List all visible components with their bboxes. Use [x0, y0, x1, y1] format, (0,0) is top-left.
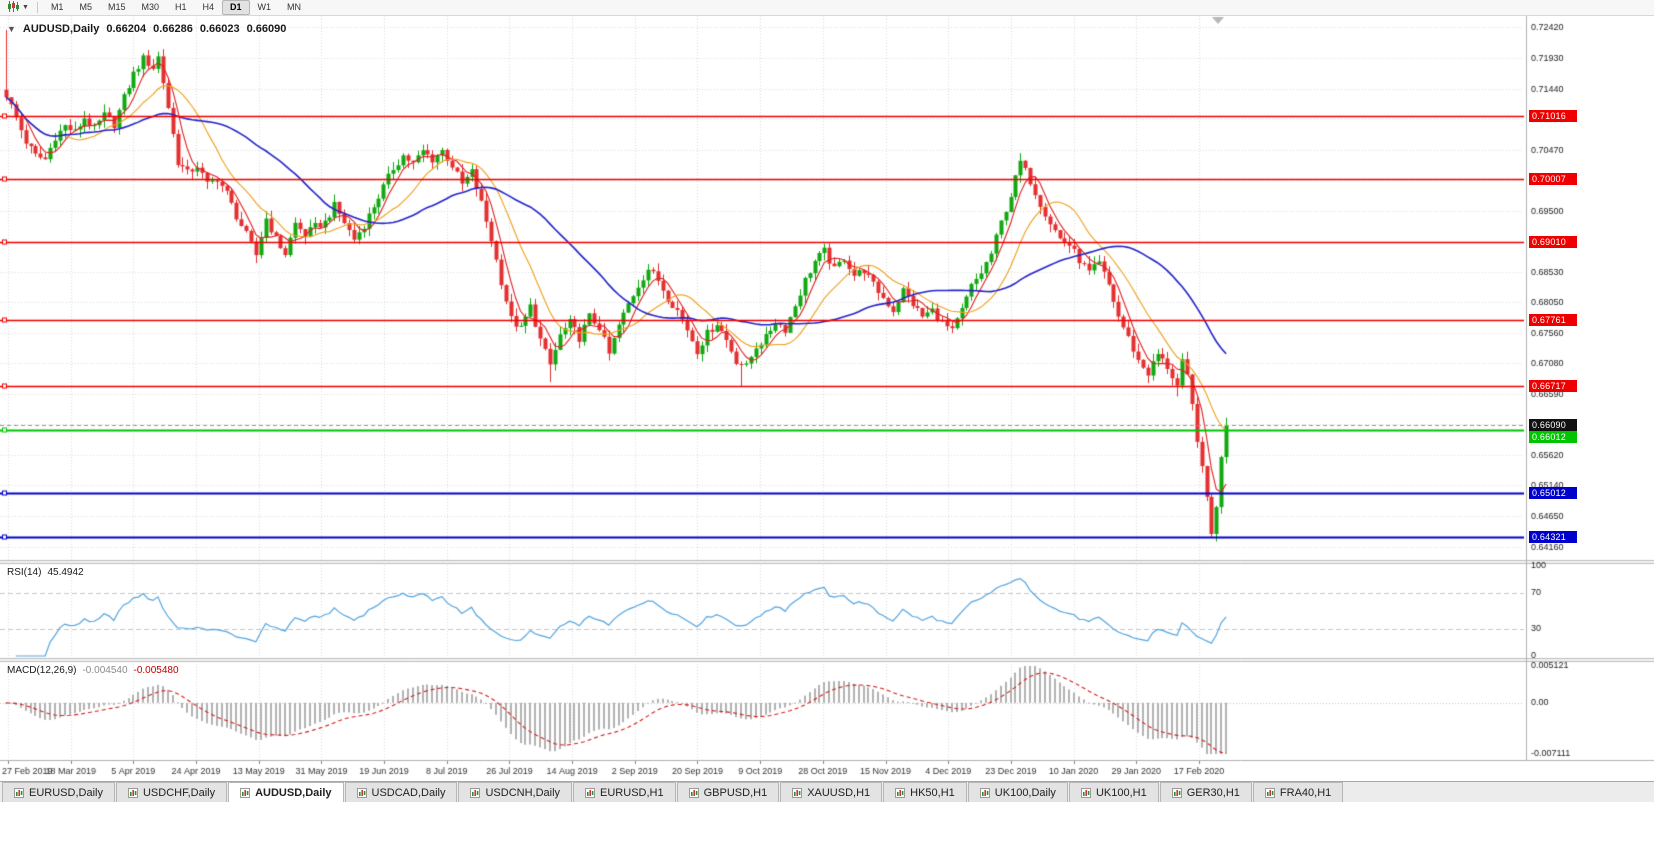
chevron-down-icon: ▼ [22, 4, 29, 11]
chart-tab-label: XAUUSD,H1 [807, 786, 871, 799]
top-toolbar: ▼ M1 M5 M15 M30 H1 H4 D1 W1 MN [0, 0, 1654, 16]
timeframe-button-m5[interactable]: M5 [79, 2, 92, 12]
chart-tab-label: HK50,H1 [910, 786, 955, 799]
chart-tab-fra40-h1[interactable]: FRA40,H1 [1252, 782, 1344, 802]
chart-tab-label: EURUSD,H1 [600, 786, 664, 799]
chart-canvas[interactable] [0, 16, 1654, 778]
chart-tab-bar: EURUSD,Daily USDCHF,Daily AUDUSD,Daily USDC… [0, 781, 1654, 802]
chart-tab-icon [127, 787, 138, 798]
chart-tab-label: USDCNH,Daily [485, 786, 561, 799]
chart-tab-gbpusd-h1[interactable]: GBPUSD,H1 [676, 782, 780, 802]
price-axis-label-0.71016: 0.71016 [1529, 110, 1577, 122]
timeframe-button-m1[interactable]: M1 [50, 2, 64, 12]
price-axis-label-0.66012: 0.66012 [1529, 431, 1577, 443]
chart-tab-eurusd-h1[interactable]: EURUSD,H1 [573, 782, 676, 802]
one-click-trading-arrow-icon[interactable]: ▼ [7, 24, 16, 34]
chart-tab-icon [356, 787, 367, 798]
timeframe-button-m15[interactable]: M15 [107, 2, 126, 12]
chart-type-button[interactable]: ▼ [4, 0, 32, 17]
chart-tab-usdcnh-daily[interactable]: USDCNH,Daily [458, 782, 573, 802]
chart-tab-label: UK100,H1 [1095, 786, 1147, 799]
price-axis-label-0.64321: 0.64321 [1529, 531, 1577, 543]
chart-tab-label: GER30,H1 [1186, 786, 1240, 799]
chart-tab-label: USDCAD,Daily [371, 786, 446, 799]
chart-tab-eurusd-daily[interactable]: EURUSD,Daily [2, 782, 115, 802]
chart-tab-label: FRA40,H1 [1279, 786, 1332, 799]
chart-tab-uk100-h1[interactable]: UK100,H1 [1068, 782, 1159, 802]
chart-tab-hk50-h1[interactable]: HK50,H1 [883, 782, 967, 802]
timeframe-button-m30[interactable]: M30 [141, 2, 159, 12]
chart-tab-uk100-daily[interactable]: UK100,Daily [967, 782, 1068, 802]
chart-tab-icon [1264, 787, 1275, 798]
chart-tab-label: UK100,Daily [994, 786, 1056, 799]
rsi-value: 45.4942 [47, 567, 84, 578]
chart-tab-ger30-h1[interactable]: GER30,H1 [1159, 782, 1252, 802]
rsi-name: RSI(14) [7, 567, 42, 578]
chart-tab-icon [14, 787, 24, 798]
price-axis-label-0.69010: 0.69010 [1529, 236, 1577, 248]
price-axis-label-0.65012: 0.65012 [1529, 487, 1577, 499]
chart-tab-label: AUDUSD,Daily [255, 786, 332, 799]
price-axis-label-0.66090: 0.66090 [1529, 419, 1577, 431]
chart-tab-icon [688, 787, 699, 798]
chart-tab-icon [979, 787, 990, 798]
timeframe-button-h4[interactable]: H4 [202, 2, 215, 12]
chart-tab-usdchf-daily[interactable]: USDCHF,Daily [115, 782, 228, 802]
chart-tab-xauusd-h1[interactable]: XAUUSD,H1 [780, 782, 883, 802]
price-axis-label-0.67761: 0.67761 [1529, 314, 1577, 326]
candlestick-chart-icon [7, 0, 20, 17]
timeframe-button-w1[interactable]: W1 [257, 2, 272, 12]
chart-tab-usdcad-daily[interactable]: USDCAD,Daily [344, 782, 458, 802]
chart-tab-icon [240, 787, 251, 798]
chart-tab-icon [895, 787, 906, 798]
toolbar-separator [36, 2, 38, 13]
chart-tab-audusd-daily[interactable]: AUDUSD,Daily [228, 782, 344, 802]
price-axis-label-0.66717: 0.66717 [1529, 380, 1577, 392]
chart-tab-icon [585, 787, 596, 798]
chart-tab-icon [1080, 787, 1091, 798]
timeframe-group: M1 M5 M15 M30 H1 H4 D1 W1 MN [43, 0, 309, 15]
price-axis-label-0.70007: 0.70007 [1529, 173, 1577, 185]
chart-tab-icon [792, 787, 803, 798]
rsi-indicator-title: RSI(14) 45.4942 [7, 567, 84, 578]
chart-tab-label: EURUSD,Daily [29, 786, 103, 799]
timeframe-button-d1[interactable]: D1 [222, 0, 250, 15]
macd-name: MACD(12,26,9) [7, 665, 77, 676]
chart-tab-label: GBPUSD,H1 [703, 786, 768, 799]
chart-tab-label: USDCHF,Daily [142, 786, 216, 799]
macd-signal-value: -0.005480 [133, 665, 179, 676]
chart-tab-icon [470, 787, 481, 798]
macd-main-value: -0.004540 [82, 665, 128, 676]
chart-tab-icon [1171, 787, 1182, 798]
timeframe-button-h1[interactable]: H1 [175, 2, 187, 12]
macd-indicator-title: MACD(12,26,9) -0.004540 -0.005480 [7, 665, 179, 676]
timeframe-button-mn[interactable]: MN [287, 2, 302, 12]
